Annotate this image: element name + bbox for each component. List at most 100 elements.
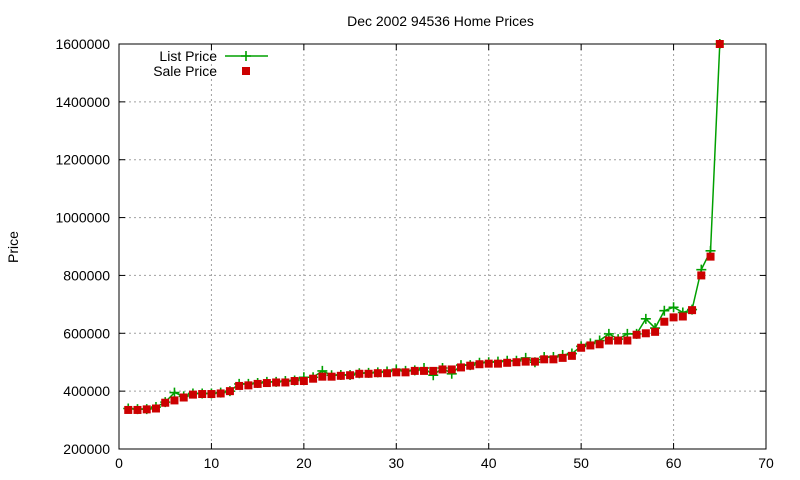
data-point <box>429 366 438 375</box>
data-point <box>225 387 234 396</box>
series-line <box>128 43 721 410</box>
data-point <box>678 312 687 321</box>
grid <box>119 44 766 449</box>
data-point <box>595 340 604 349</box>
data-point <box>346 371 355 380</box>
data-point <box>669 313 678 322</box>
y-tick-label: 1000000 <box>55 210 110 226</box>
data-point <box>549 355 558 364</box>
data-point <box>309 374 318 383</box>
data-point <box>659 305 670 316</box>
data-point <box>493 359 502 368</box>
x-tick-label: 40 <box>481 455 497 471</box>
data-point <box>697 271 706 280</box>
data-point <box>179 393 188 402</box>
data-point <box>142 405 151 414</box>
data-point <box>567 351 576 360</box>
data-point <box>207 390 216 399</box>
data-point <box>586 341 595 350</box>
axis-ticks: 0 10 20 30 40 50 60 70 200000 400000 600000 800000 1… <box>55 36 774 471</box>
data-point <box>688 306 697 315</box>
data-point <box>651 327 660 336</box>
data-point <box>447 365 456 374</box>
data-point <box>668 302 679 313</box>
legend-label-sale-price: Sale Price <box>153 63 217 79</box>
data-point <box>170 396 179 405</box>
series-list-price <box>123 39 725 415</box>
data-point <box>706 252 715 261</box>
data-point <box>512 358 521 367</box>
y-tick-label: 400000 <box>63 383 110 399</box>
data-point <box>640 313 651 324</box>
data-point <box>290 377 299 386</box>
y-axis-label: Price <box>5 231 21 263</box>
data-point <box>373 369 382 378</box>
x-tick-label: 60 <box>666 455 682 471</box>
data-point <box>235 381 244 390</box>
data-point <box>475 360 484 369</box>
data-point <box>632 330 641 339</box>
data-point <box>438 365 447 374</box>
chart-title: Dec 2002 94536 Home Prices <box>347 13 534 29</box>
data-point <box>410 366 419 375</box>
data-point <box>364 369 373 378</box>
data-point <box>715 40 724 48</box>
data-point <box>327 372 336 381</box>
data-point <box>521 357 530 366</box>
data-point <box>540 355 549 364</box>
legend-label-list-price: List Price <box>159 48 217 64</box>
data-point <box>558 353 567 362</box>
data-point <box>262 379 271 388</box>
series-sale-price <box>124 40 724 414</box>
data-point <box>577 343 586 352</box>
data-point <box>401 368 410 377</box>
data-point <box>660 317 669 326</box>
data-point <box>420 366 429 375</box>
y-tick-label: 1200000 <box>55 152 110 168</box>
data-point <box>133 405 142 414</box>
data-point <box>466 361 475 370</box>
data-point <box>623 336 632 345</box>
x-tick-label: 10 <box>204 455 220 471</box>
data-point <box>336 371 345 380</box>
data-point <box>272 378 281 387</box>
data-point <box>124 405 133 414</box>
data-point <box>604 336 613 345</box>
y-tick-label: 800000 <box>63 267 110 283</box>
y-tick-label: 1400000 <box>55 94 110 110</box>
legend-key-sale-price-marker <box>242 67 250 75</box>
data-point <box>188 390 197 399</box>
data-point <box>355 369 364 378</box>
data-point <box>244 381 253 390</box>
legend-key-list-price-marker <box>241 51 251 61</box>
x-tick-label: 50 <box>573 455 589 471</box>
data-point <box>151 404 160 413</box>
y-tick-label: 1600000 <box>55 36 110 52</box>
x-tick-label: 70 <box>758 455 774 471</box>
data-point <box>484 359 493 368</box>
data-point <box>318 372 327 381</box>
y-tick-label: 200000 <box>63 441 110 457</box>
data-point <box>383 369 392 378</box>
data-point <box>456 363 465 372</box>
data-point <box>216 389 225 398</box>
data-point <box>392 368 401 377</box>
data-point <box>299 377 308 386</box>
data-point <box>530 357 539 366</box>
plot-frame <box>118 43 767 450</box>
data-point <box>614 336 623 345</box>
data-point <box>281 378 290 387</box>
x-tick-label: 20 <box>296 455 312 471</box>
y-tick-label: 600000 <box>63 325 110 341</box>
data-point <box>161 398 170 407</box>
x-tick-label: 0 <box>115 455 123 471</box>
data-point <box>253 379 262 388</box>
data-point <box>169 387 180 398</box>
data-point <box>198 390 207 399</box>
data-point <box>641 329 650 338</box>
x-tick-label: 30 <box>388 455 404 471</box>
data-point <box>503 358 512 367</box>
series-layer <box>123 39 725 415</box>
